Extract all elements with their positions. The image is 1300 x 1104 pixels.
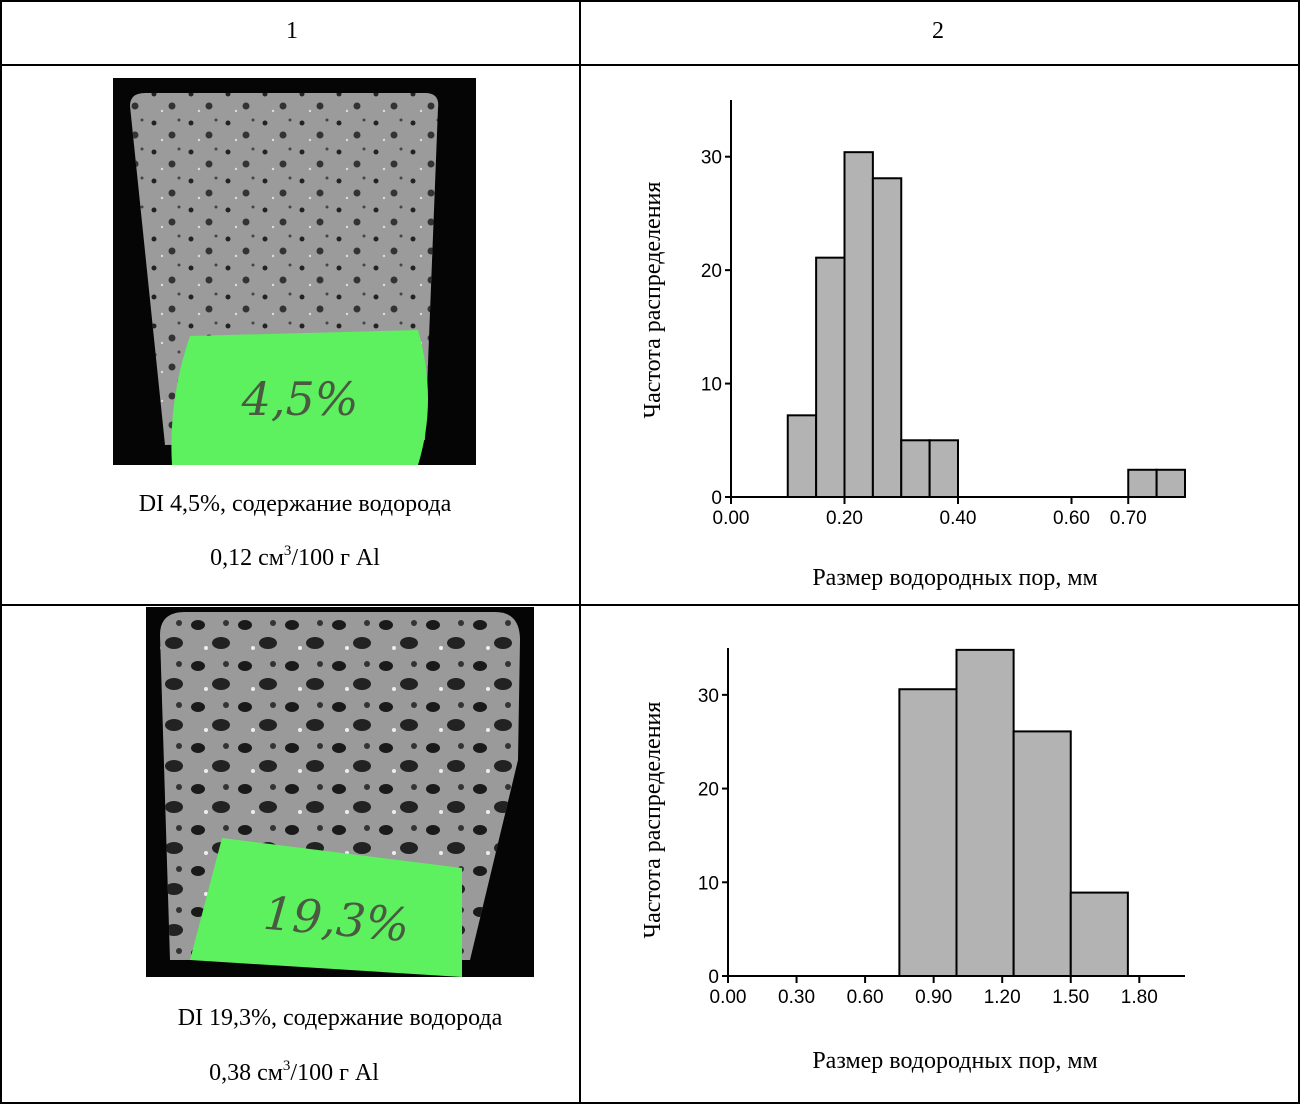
y-tick-label: 30 [698,686,719,707]
caption-part: /100 г Al [291,545,380,571]
photo: 4,5% [113,78,476,465]
bar [898,688,958,978]
superscript: 3 [284,543,292,559]
x-axis-label: Размер водородных пор, мм [812,1048,1097,1074]
bar [1155,468,1186,498]
caption: 0,12 см3/100 г Al [210,543,380,571]
x-tick-label: 0.00 [710,987,747,1008]
x-tick-label: 1.50 [1052,987,1089,1008]
y-tick-label: 10 [698,873,719,894]
x-tick-label: 0.00 [713,508,750,529]
header-cell: 1 [286,18,298,44]
caption-part: 0,38 см [209,1060,283,1086]
y-tick-label: 20 [701,261,722,282]
header-cell: 2 [932,18,944,44]
bar [843,151,874,498]
y-tick-label: 0 [711,488,722,509]
caption: DI 4,5%, содержание водорода [139,491,452,517]
bar [871,177,903,498]
bar [1069,891,1129,978]
x-tick-label: 0.60 [847,987,884,1008]
y-tick-label: 10 [701,375,722,396]
y-tick-label: 30 [701,148,722,169]
caption: 0,38 см3/100 г Al [209,1058,379,1086]
photo: 19,3% [146,607,534,977]
y-tick-label: 0 [708,967,719,988]
bar [900,439,931,498]
x-tick-label: 0.40 [940,508,977,529]
x-tick-label: 1.20 [984,987,1021,1008]
bar [786,414,818,498]
caption-part: /100 г Al [290,1060,379,1086]
x-tick-label: 0.70 [1110,508,1147,529]
bar [1127,468,1158,498]
bar [1012,730,1072,977]
photo-label: 19,3% [261,886,411,953]
x-tick-label: 0.20 [826,508,863,529]
superscript: 3 [283,1058,291,1074]
x-tick-label: 0.60 [1053,508,1090,529]
bar [955,648,1015,977]
x-tick-label: 0.30 [778,987,815,1008]
x-axis-label: Размер водородных пор, мм [812,565,1097,591]
y-axis-label: Частота распределения [640,702,666,939]
y-axis-label: Частота распределения [640,182,666,419]
x-tick-label: 1.80 [1121,987,1158,1008]
y-tick-label: 20 [698,780,719,801]
x-tick-label: 0.90 [915,987,952,1008]
bar [815,256,846,498]
photo-label: 4,5% [241,372,359,426]
bar [928,439,959,498]
caption-part: 0,12 см [210,545,284,571]
caption: DI 19,3%, содержание водорода [178,1005,503,1031]
